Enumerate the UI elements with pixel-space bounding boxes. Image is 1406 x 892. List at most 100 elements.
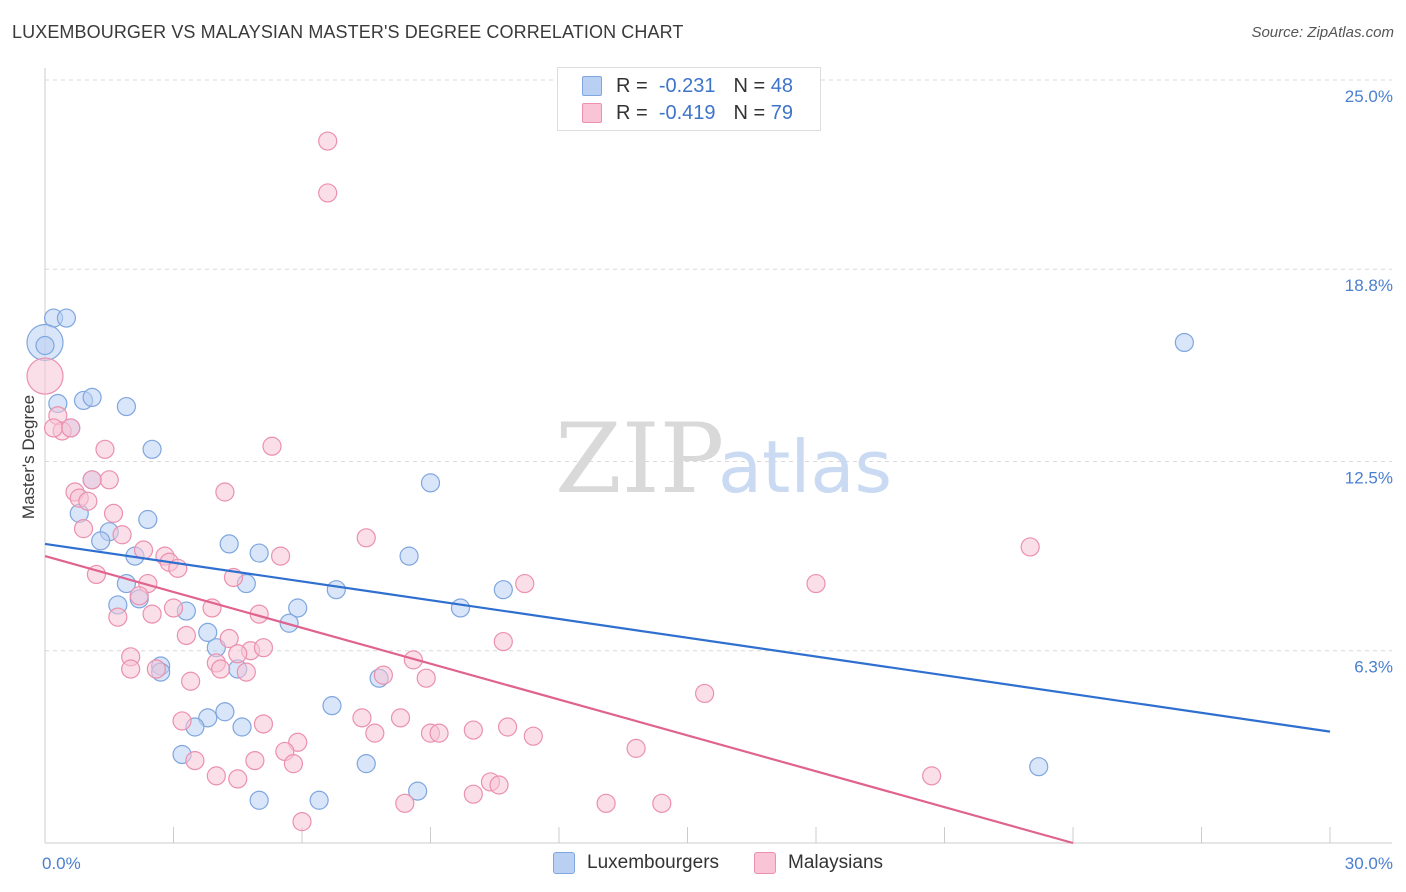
malaysian-point [1020,537,1040,557]
luxembourger-point [232,717,252,737]
malaysian-point [395,793,415,813]
tick-labels: 25.0% 18.8% 12.5% 6.3% 0.0% 30.0% [42,87,1393,873]
luxembourger-point [420,473,441,493]
malaysian-point [181,671,201,691]
malaysian-point [292,812,312,832]
malaysian-point [429,723,449,743]
malaysian-point [253,638,274,658]
malaysian-point [270,546,291,566]
luxembourger-point [138,509,158,530]
luxembourger-point [408,781,428,801]
malaysian-point [146,659,166,679]
legend-row-luxembourgers: R = -0.231 N = 48 [582,74,794,98]
malaysian-point [219,628,239,649]
luxembourger-point [326,580,346,600]
data-points [26,131,1194,832]
malaysian-point [352,708,372,728]
legend-r-value: -0.419 [658,101,716,124]
malaysian-point [365,723,385,743]
luxembourger-point [219,534,239,554]
legend-n-value: 48 [770,74,794,97]
malaysian-point [26,357,64,395]
malaysian-point [489,775,509,795]
malaysian-point [373,665,393,685]
malaysian-point [498,717,518,737]
malaysian-point [245,750,265,771]
malaysian-point [163,598,184,618]
luxembourger-point [249,543,269,563]
luxembourger-point [322,696,342,716]
malaysian-point [695,683,715,704]
x-tick-label: 0.0% [42,854,81,873]
malaysian-point [61,418,81,438]
luxembourger-point [198,622,218,643]
malaysian-point [103,503,124,523]
malaysian-point [806,573,826,594]
malaysian-point [228,769,248,789]
malaysian-point [121,659,141,679]
source-label: Source: ZipAtlas.com [1251,24,1394,41]
x-tick-label: 30.0% [1345,854,1393,873]
luxembourger-point [249,790,269,810]
malaysian-point [206,766,226,786]
luxembourger-point [399,546,419,566]
luxembourger-point [116,396,136,417]
luxembourger-point [56,308,77,328]
watermark-zip: ZIP [555,403,724,515]
malaysian-point [626,738,646,758]
luxembourger-point [35,335,55,356]
malaysian-point [253,714,274,734]
watermark: ZIP atlas [555,403,892,515]
legend-n-label: N = [733,101,766,124]
malaysian-point [515,573,535,594]
malaysian-point [78,491,98,511]
malaysian-point [356,528,376,548]
grid-lines [45,79,1392,652]
legend-n-label: N = [733,74,766,97]
malaysian-point [228,644,248,664]
malaysian-point [99,470,119,490]
legend-swatch-blue [553,852,575,874]
legend-swatch-pink [754,852,776,874]
malaysian-point [318,131,338,151]
luxembourger-point [493,580,513,600]
legend-r-value: -0.231 [658,74,716,97]
legend-swatch-blue [582,76,602,96]
luxembourger-trend-line [44,542,1331,733]
axes [44,68,1392,844]
y-tick-label: 12.5% [1345,469,1393,488]
malaysian-point [596,793,616,813]
malaysian-point [129,586,149,606]
malaysian-point [416,668,436,688]
luxembourger-point [91,531,111,551]
malaysian-point [318,183,338,203]
malaysian-point [236,662,256,682]
luxembourger-point [215,702,235,722]
malaysian-point [73,519,94,539]
malaysian-point [215,482,235,502]
luxembourger-point [288,598,308,618]
correlation-legend: R = -0.231 N = 48 R = -0.419 N = 79 [557,67,821,131]
luxembourger-point [1029,757,1049,777]
watermark-atlas: atlas [718,425,892,509]
legend-item-malaysians[interactable]: Malaysians [754,852,883,874]
malaysian-point [211,659,231,679]
luxembourger-point [142,439,162,459]
malaysian-point [43,418,64,438]
malaysian-point [176,625,196,646]
chart-title: LUXEMBOURGER VS MALAYSIAN MASTER'S DEGRE… [12,22,684,42]
y-axis-label: Master's Degree [19,395,38,519]
malaysian-point [172,711,192,731]
y-tick-label: 18.8% [1345,276,1393,295]
malaysian-point [82,470,102,490]
legend-swatch-pink [582,103,602,123]
y-tick-label: 6.3% [1354,658,1393,677]
legend-label-malaysians: Malaysians [788,852,884,873]
legend-item-luxembourgers[interactable]: Luxembourgers [553,852,719,874]
y-tick-label: 25.0% [1345,87,1393,106]
malaysian-point [108,607,128,627]
legend-n-value: 79 [770,101,794,124]
malaysian-point [390,708,411,728]
malaysian-point [142,604,162,624]
